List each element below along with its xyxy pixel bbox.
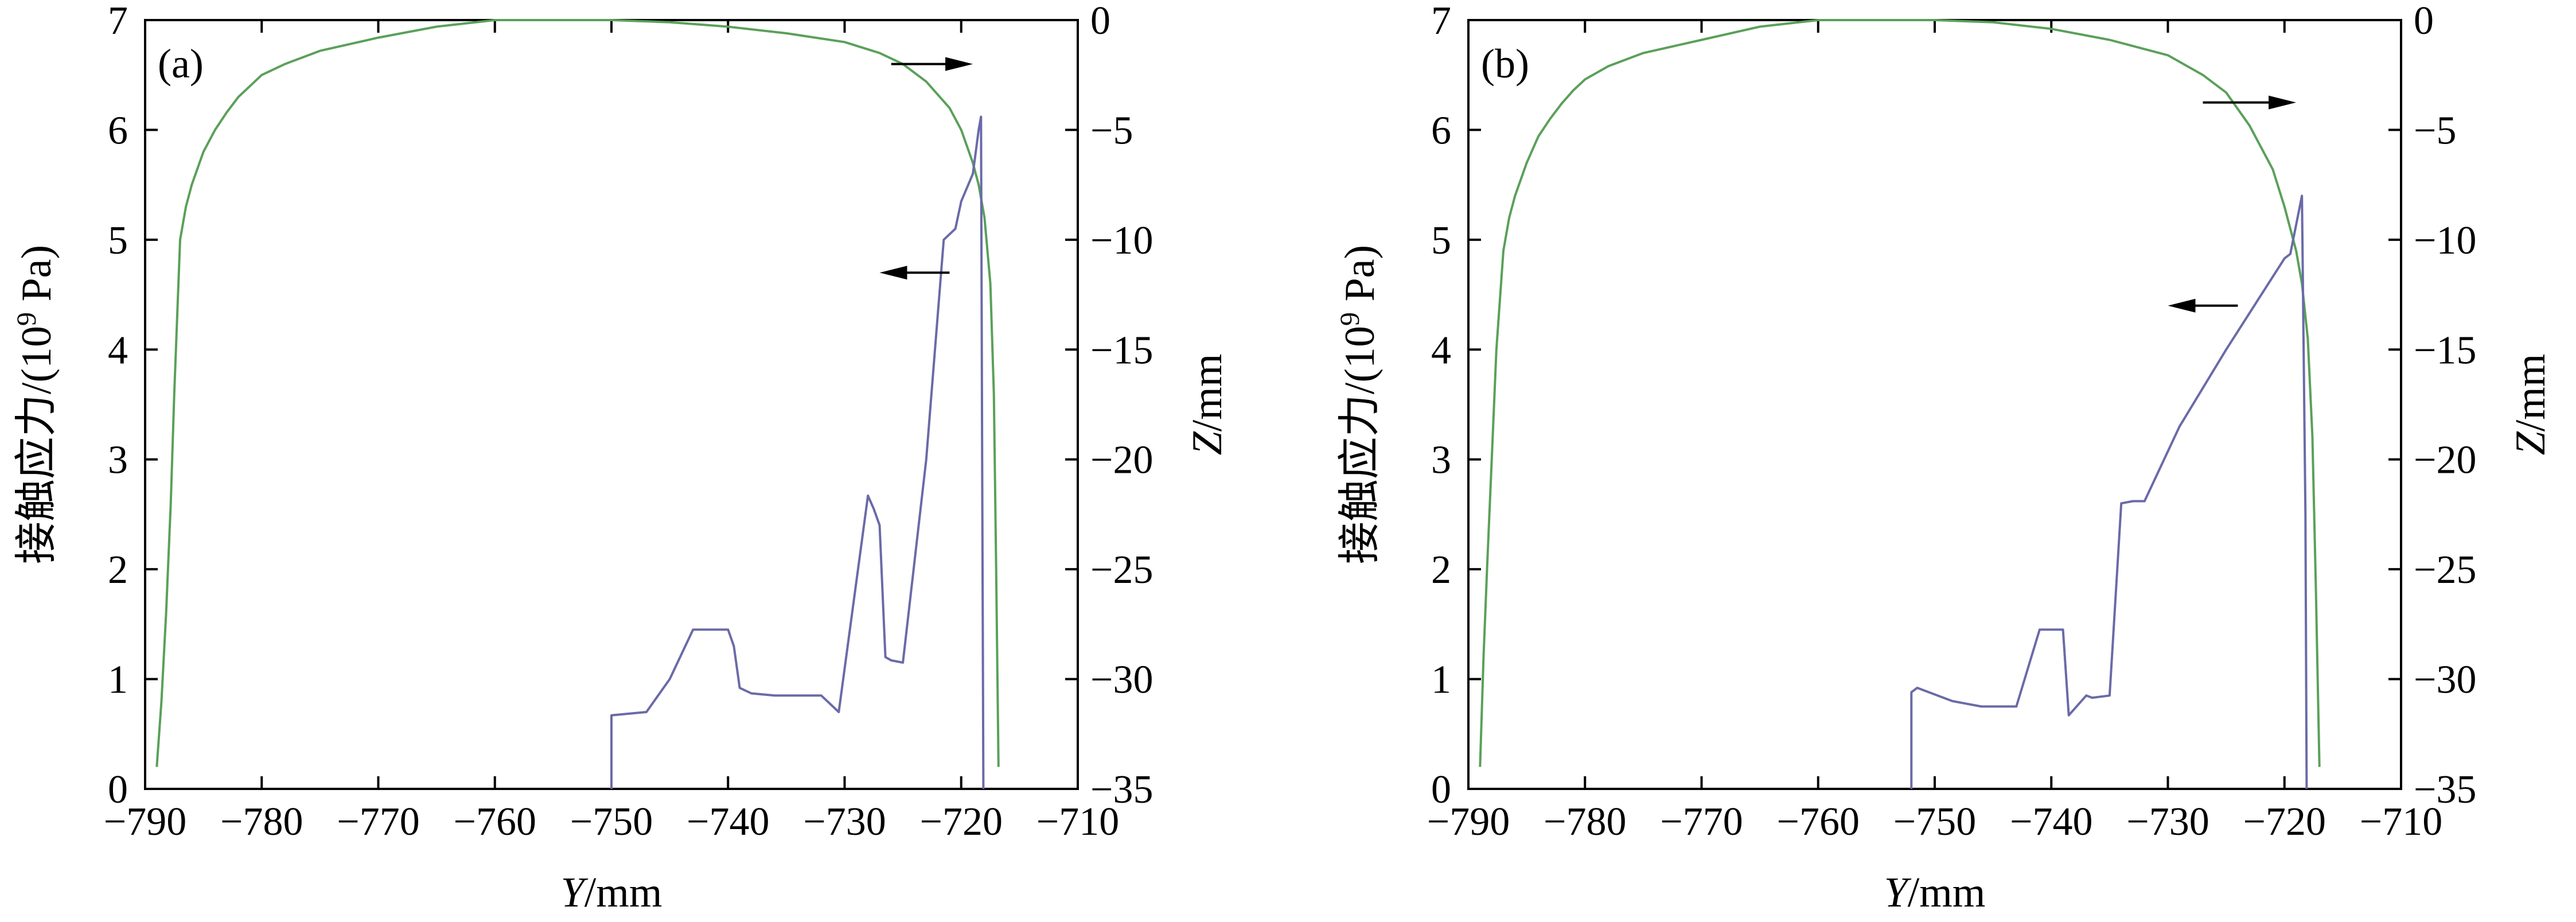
chart-panel-b: −790 −780 −770 −760 −750 −740 −730 −720 −710 0 1 2 3… [1335, 0, 2555, 916]
x-tick-label: −750 [570, 800, 653, 844]
x-tick-label: −750 [1893, 800, 1976, 844]
y-right-tick-label: −30 [2414, 658, 2476, 702]
y-left-tick-label: 0 [1431, 768, 1451, 812]
arrow-left-icon [879, 266, 907, 280]
y-right-tick-label: −25 [2414, 548, 2476, 592]
x-tick-label: −780 [220, 800, 303, 844]
y-right-tick-label: 0 [2414, 0, 2434, 43]
y-left-tick-label: 0 [108, 768, 128, 812]
y-left-tick-label: 5 [108, 219, 128, 263]
y-right-axis-var: Z [1184, 431, 1231, 455]
y-right-tick-label: −5 [2414, 108, 2456, 153]
y-left-tick-label: 3 [108, 438, 128, 483]
x-axis-label: Y/mm [1884, 869, 1986, 916]
y-right-axis-label: Z/mm [2507, 354, 2554, 456]
y-right-tick-label: −5 [1090, 108, 1133, 153]
y-left-axis-label: 接触应力/(109 Pa) [1335, 245, 1384, 564]
y-left-tick-label: 1 [108, 658, 128, 702]
x-tick-label: −730 [803, 800, 886, 844]
x-axis-unit: /mm [1908, 869, 1986, 916]
x-tick-label: −790 [1427, 800, 1510, 844]
y-right-tick-label: −10 [1090, 219, 1153, 263]
y-right-axis-unit: /mm [2507, 354, 2554, 432]
x-tick-label: −740 [2010, 800, 2092, 844]
y-right-tick-label: −10 [2414, 219, 2476, 263]
y-right-tick-label: −15 [1090, 328, 1153, 372]
x-tick-label: −730 [2126, 800, 2209, 844]
y-right-tick-label: −20 [2414, 438, 2476, 483]
x-axis-var: Y [561, 869, 589, 916]
x-axis-var: Y [1884, 869, 1912, 916]
x-tick-label: −710 [1036, 800, 1119, 844]
y-left-tick-label: 4 [108, 328, 128, 372]
y-right-tick-label: −35 [2414, 768, 2476, 812]
arrow-right-icon [945, 57, 973, 71]
y-right-axis-var: Z [2507, 431, 2554, 455]
y-left-tick-label: 2 [1431, 548, 1451, 592]
arrow-right-icon [2269, 95, 2297, 110]
z-profile-line [1479, 19, 2321, 767]
y-left-axis-text: 接触应力/(10 [13, 326, 60, 564]
x-tick-label: −740 [687, 800, 769, 844]
y-left-tick-label: 6 [108, 108, 128, 153]
plot-frame [1467, 19, 2402, 790]
y-right-tick-label: −35 [1090, 768, 1153, 812]
y-left-tick-label: 4 [1431, 328, 1451, 372]
x-tick-label: −770 [1660, 800, 1743, 844]
x-axis-label: Y/mm [561, 869, 662, 916]
y-right-tick-label: −20 [1090, 438, 1153, 483]
contact-stress-line [610, 115, 985, 789]
y-right-axis-unit: /mm [1184, 354, 1231, 432]
y-left-tick-label: 6 [1431, 108, 1451, 153]
y-left-tick-label: 7 [108, 0, 128, 43]
contact-stress-line [1910, 194, 2308, 789]
y-left-tick-label: 1 [1431, 658, 1451, 702]
x-tick-label: −720 [920, 800, 1003, 844]
x-tick-label: −790 [104, 800, 186, 844]
y-left-axis-unit: Pa) [13, 245, 60, 312]
panel-label: (b) [1481, 41, 1529, 87]
x-tick-label: −720 [2243, 800, 2326, 844]
z-profile-line [155, 19, 1000, 767]
x-tick-label: −710 [2360, 800, 2442, 844]
y-right-tick-label: −15 [2414, 328, 2476, 372]
arrow-left-icon [2168, 298, 2196, 313]
x-tick-label: −760 [454, 800, 536, 844]
x-tick-label: −770 [337, 800, 419, 844]
x-tick-label: −780 [1544, 800, 1626, 844]
y-left-axis-exponent: 9 [1335, 312, 1365, 326]
y-right-tick-label: −30 [1090, 658, 1153, 702]
y-left-axis-text: 接触应力/(10 [1336, 326, 1384, 564]
y-right-tick-label: 0 [1090, 0, 1110, 43]
panel-label: (a) [158, 41, 204, 87]
x-axis-unit: /mm [584, 869, 662, 916]
y-left-tick-label: 3 [1431, 438, 1451, 483]
chart-panel-a: −790 −780 −770 −760 −750 −740 −730 −720 −710 0 1 2 3… [11, 0, 1232, 916]
y-right-axis-label: Z/mm [1184, 354, 1231, 456]
y-left-axis-label: 接触应力/(109 Pa) [11, 245, 61, 564]
y-left-tick-label: 5 [1431, 219, 1451, 263]
plot-frame [144, 19, 1079, 790]
y-left-tick-label: 2 [108, 548, 128, 592]
y-left-axis-exponent: 9 [11, 312, 42, 326]
x-tick-label: −760 [1777, 800, 1860, 844]
y-right-tick-label: −25 [1090, 548, 1153, 592]
y-left-axis-unit: Pa) [1336, 245, 1384, 312]
y-left-tick-label: 7 [1431, 0, 1451, 43]
